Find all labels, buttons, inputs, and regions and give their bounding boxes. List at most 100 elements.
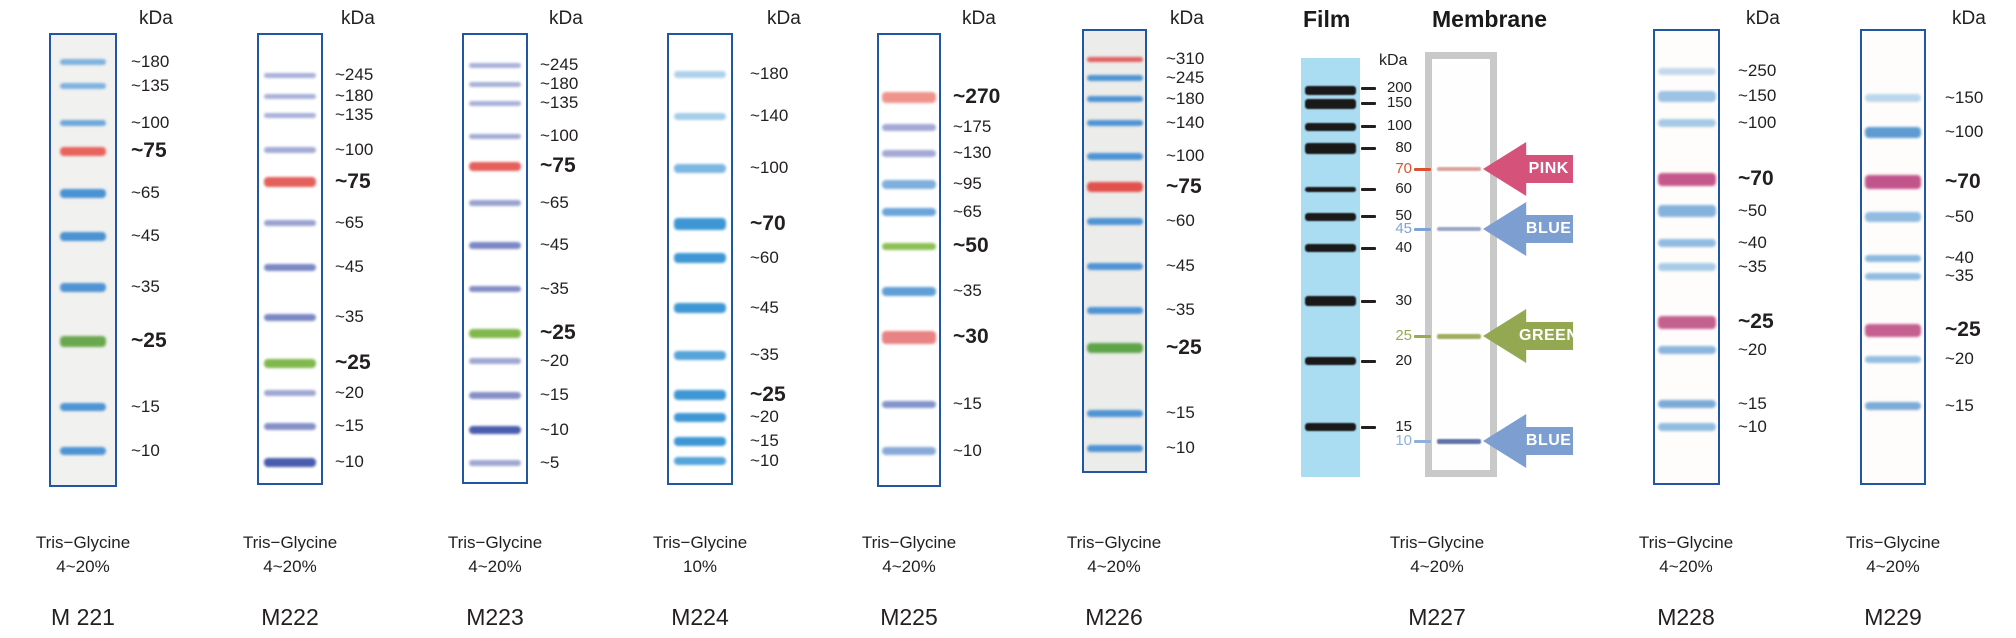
band-~100 [1086, 152, 1143, 160]
band-~140 [674, 112, 726, 120]
band-label-~245: ~245 [540, 55, 579, 74]
tick-30 [1361, 300, 1376, 303]
tick-60 [1361, 188, 1376, 191]
mw-label-50: 50 [1395, 207, 1412, 224]
band-~20 [1657, 346, 1716, 354]
band-~140 [1086, 120, 1143, 126]
band-label-~140: ~140 [1166, 113, 1205, 132]
gel-lane-box-M225 [877, 33, 941, 487]
tick-10 [1414, 440, 1431, 443]
arrow-label: BLUE [1525, 220, 1572, 237]
film-band-40 [1305, 244, 1356, 252]
band-label-~135: ~135 [131, 76, 170, 95]
band-label-~35: ~35 [750, 345, 779, 364]
band-label-~5: ~5 [540, 453, 560, 472]
band-~100 [674, 163, 726, 173]
band-label-~75: ~75 [1166, 175, 1202, 198]
tick-20 [1361, 360, 1376, 363]
band-label-~135: ~135 [335, 105, 374, 124]
mw-label-70: 70 [1395, 160, 1412, 177]
band-label-~70: ~70 [1738, 167, 1774, 190]
band-label-~15: ~15 [540, 385, 569, 404]
band-~35 [1657, 263, 1716, 271]
band-label-~50: ~50 [1738, 201, 1767, 220]
film-band-150 [1305, 99, 1356, 109]
band-label-~60: ~60 [1166, 211, 1195, 230]
band-~50 [882, 242, 936, 250]
tick-50 [1361, 215, 1376, 218]
band-label-~10: ~10 [1166, 438, 1195, 457]
band-~25 [60, 335, 106, 347]
film-band-20 [1305, 357, 1356, 365]
tick-40 [1361, 247, 1376, 250]
band-label-~20: ~20 [1738, 340, 1767, 359]
lane-id-label: M 221 [51, 604, 115, 630]
band-label-~15: ~15 [953, 394, 982, 413]
mw-label-15: 15 [1395, 418, 1412, 435]
band-label-~180: ~180 [1166, 89, 1205, 108]
kda-header: kDa [341, 8, 375, 29]
tick-200 [1361, 87, 1376, 90]
band-~35 [60, 282, 106, 292]
band-~45 [469, 241, 521, 249]
band-~35 [469, 286, 521, 292]
band-~270 [882, 91, 936, 103]
film-band-100 [1305, 123, 1356, 131]
band-~65 [469, 200, 521, 206]
band-label-~175: ~175 [953, 117, 992, 136]
tick-25 [1414, 335, 1431, 338]
tick-15 [1361, 426, 1376, 429]
gel-type-label: Tris−Glycine [1389, 533, 1485, 552]
kda-header: kDa [767, 8, 801, 29]
band-~25 [1657, 315, 1716, 329]
band-~180 [264, 93, 316, 99]
band-label-~35: ~35 [1738, 257, 1767, 276]
band-label-~15: ~15 [1945, 396, 1974, 415]
band-~75 [469, 161, 521, 171]
gel-percent-label: 4~20% [263, 557, 317, 576]
membrane-band-70 [1437, 167, 1481, 171]
band-~10 [1657, 423, 1716, 431]
band-label-~65: ~65 [131, 183, 160, 202]
lane-id-label: M223 [466, 604, 524, 630]
kda-header: kDa [1952, 8, 1986, 29]
band-label-~40: ~40 [1945, 248, 1974, 267]
band-label-~60: ~60 [750, 248, 779, 267]
band-label-~65: ~65 [953, 202, 982, 221]
band-~245 [469, 62, 521, 68]
band-~30 [882, 330, 936, 344]
band-label-~100: ~100 [335, 140, 374, 159]
band-label-~180: ~180 [335, 86, 374, 105]
film-band-30 [1305, 296, 1356, 306]
mw-label-25: 25 [1395, 327, 1412, 344]
arrow-label: GREEN [1519, 327, 1579, 344]
band-~45 [60, 231, 106, 241]
band-label-~45: ~45 [335, 257, 364, 276]
band-~50 [1865, 212, 1921, 222]
band-~10 [1086, 444, 1143, 452]
mw-label-200: 200 [1386, 79, 1412, 96]
band-label-~25: ~25 [1738, 310, 1774, 333]
band-~100 [60, 120, 106, 126]
band-~10 [469, 426, 521, 434]
band-label-~180: ~180 [540, 74, 579, 93]
band-~150 [1865, 94, 1921, 102]
band-label-~75: ~75 [131, 139, 167, 162]
band-label-~25: ~25 [1166, 336, 1202, 359]
band-label-~310: ~310 [1166, 49, 1205, 68]
band-~25 [674, 390, 726, 400]
band-~60 [674, 253, 726, 263]
band-~25 [264, 358, 316, 368]
band-~245 [1086, 75, 1143, 81]
mw-label-20: 20 [1395, 352, 1412, 369]
band-~65 [264, 220, 316, 226]
band-label-~70: ~70 [750, 212, 786, 235]
band-label-~65: ~65 [540, 193, 569, 212]
band-~100 [1865, 126, 1921, 138]
band-~130 [882, 149, 936, 157]
band-~50 [1657, 205, 1716, 217]
band-~20 [469, 358, 521, 364]
lane-id-label: M226 [1085, 604, 1143, 630]
band-label-~75: ~75 [540, 154, 576, 177]
gel-type-label: Tris−Glycine [242, 533, 338, 552]
